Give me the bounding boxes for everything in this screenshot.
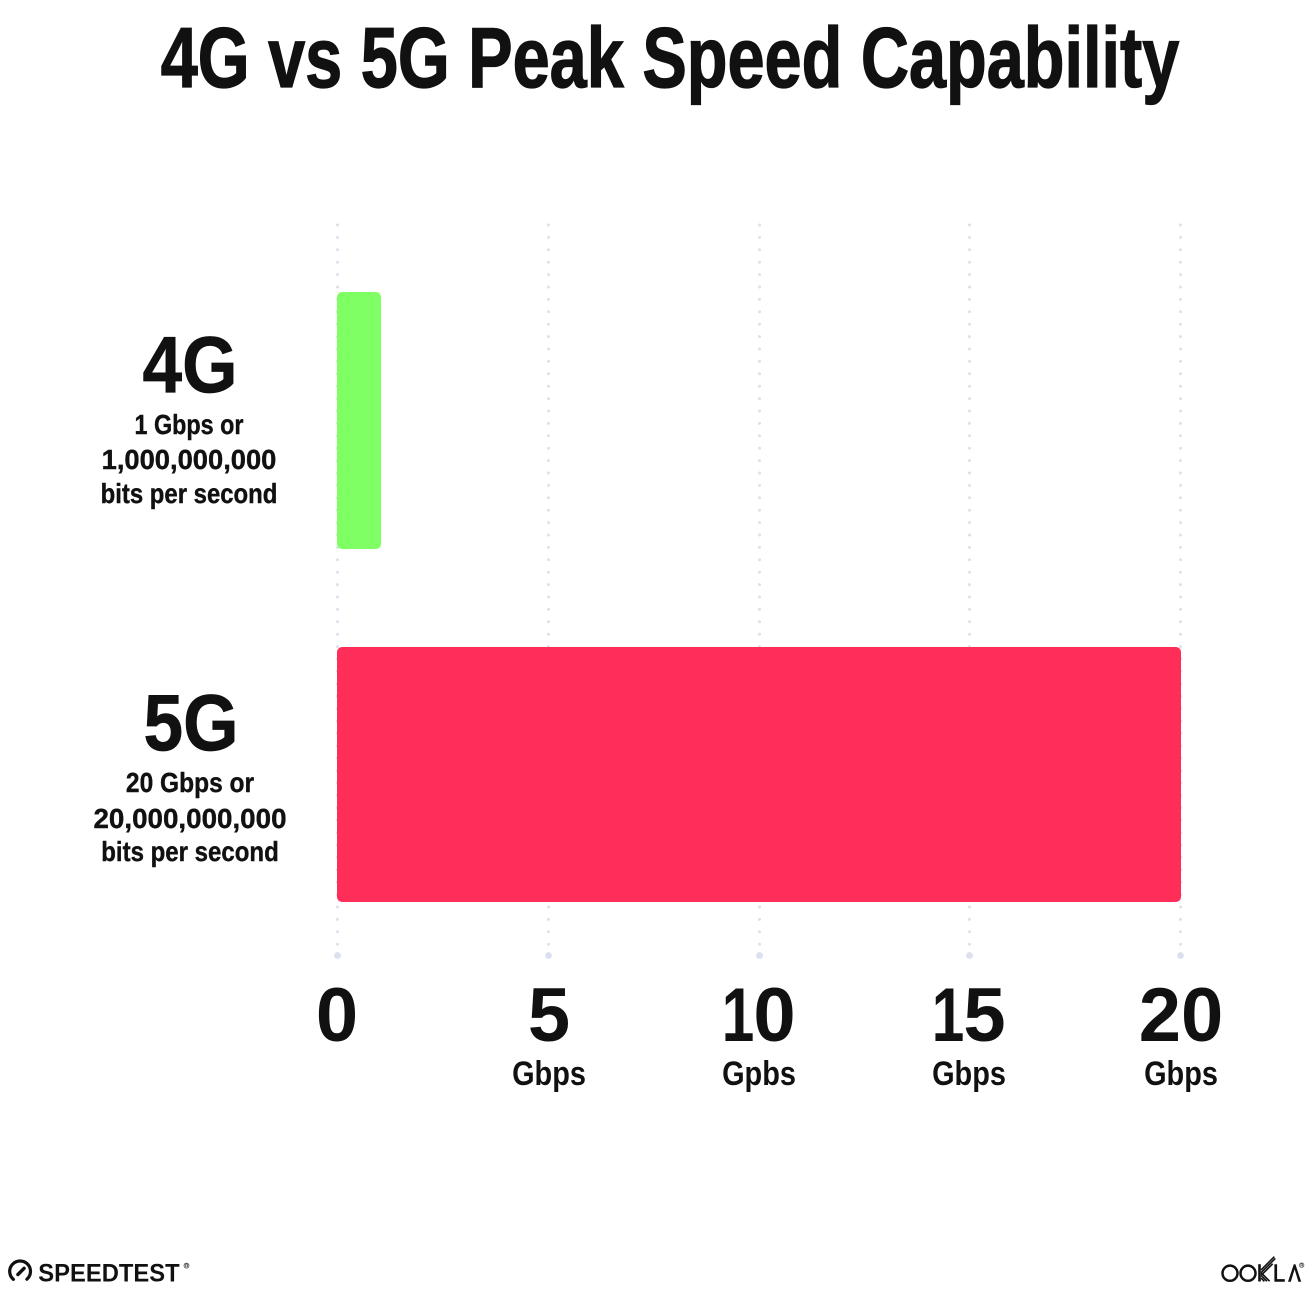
svg-text:SPEEDTEST: SPEEDTEST	[38, 1259, 179, 1287]
